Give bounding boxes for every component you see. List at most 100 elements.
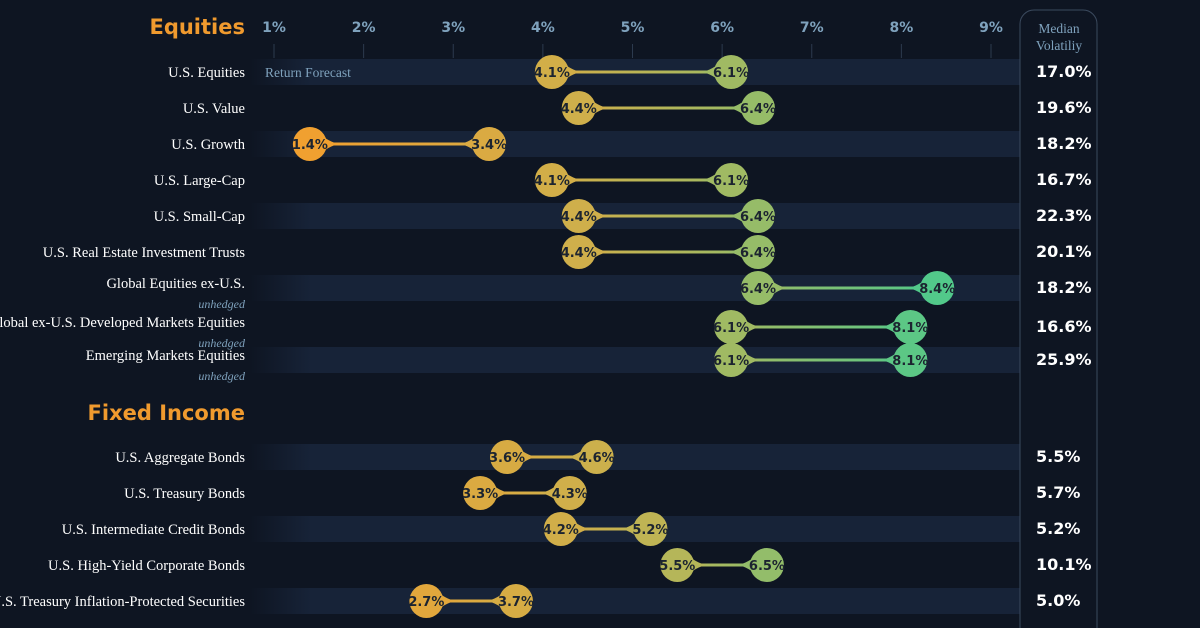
- range-dot: [740, 271, 775, 305]
- x-tick-label: 1%: [262, 20, 286, 36]
- row-band: [250, 588, 1020, 614]
- dot-value-label: 5.5%: [659, 559, 695, 574]
- range-dot: [409, 584, 444, 618]
- dot-value-label: 4.4%: [561, 102, 597, 117]
- x-tick-label: 8%: [889, 20, 913, 36]
- x-tick-label: 3%: [441, 20, 465, 36]
- dot-value-label: 6.4%: [740, 210, 776, 225]
- dot-value-label: 4.4%: [561, 210, 597, 225]
- section-title-fixed-income: Fixed Income: [88, 401, 245, 425]
- x-tick-label: 7%: [800, 20, 824, 36]
- dot-value-label: 6.1%: [713, 66, 749, 81]
- dot-value-label: 8.4%: [919, 282, 955, 297]
- row-label: U.S. Treasury Inflation-Protected Securi…: [0, 594, 245, 610]
- dot-value-label: 6.1%: [713, 321, 749, 336]
- row-label: U.S. Intermediate Credit Bonds: [62, 522, 246, 538]
- dot-value-label: 6.4%: [740, 246, 776, 261]
- range-dot: [740, 199, 775, 233]
- row-sublabel: unhedged: [198, 369, 246, 383]
- volatility-value: 16.7%: [1036, 170, 1092, 189]
- dot-value-label: 8.1%: [892, 321, 928, 336]
- dot-value-label: 4.1%: [534, 66, 570, 81]
- row-label: Global Equities ex-U.S.: [106, 276, 245, 292]
- range-dot: [893, 343, 928, 377]
- range-dot: [490, 440, 525, 474]
- volatility-value: 5.7%: [1036, 483, 1080, 502]
- row-label: U.S. Real Estate Investment Trusts: [43, 245, 246, 261]
- x-tick-label: 5%: [621, 20, 645, 36]
- range-dot: [561, 235, 596, 269]
- range-dot: [633, 512, 668, 546]
- dot-value-label: 4.6%: [579, 451, 615, 466]
- row-label: Emerging Markets Equities: [86, 348, 246, 364]
- dot-value-label: 1.4%: [292, 138, 328, 153]
- x-tick-label: 9%: [979, 20, 1003, 36]
- row-label: U.S. Growth: [171, 137, 245, 153]
- volatility-value: 16.6%: [1036, 317, 1092, 336]
- range-dot: [920, 271, 955, 305]
- dot-value-label: 6.1%: [713, 174, 749, 189]
- dot-value-label: 4.4%: [561, 246, 597, 261]
- row-sublabel: unhedged: [198, 336, 246, 350]
- row-label: U.S. Small-Cap: [154, 209, 245, 225]
- range-dot: [740, 91, 775, 125]
- volatility-value: 10.1%: [1036, 555, 1092, 574]
- dot-value-label: 3.3%: [462, 487, 498, 502]
- range-dot: [534, 163, 569, 197]
- dot-value-label: 6.1%: [713, 354, 749, 369]
- volatility-value: 5.2%: [1036, 519, 1080, 538]
- dot-value-label: 3.4%: [471, 138, 507, 153]
- row-label: Global ex-U.S. Developed Markets Equitie…: [0, 315, 245, 331]
- section-title-equities: Equities: [149, 15, 245, 39]
- range-dot: [579, 440, 614, 474]
- volatility-value: 18.2%: [1036, 134, 1092, 153]
- volatility-header-line2: Volatiliy: [1036, 38, 1083, 53]
- row-sublabel: unhedged: [198, 297, 246, 311]
- volatility-value: 20.1%: [1036, 242, 1092, 261]
- range-dot: [740, 235, 775, 269]
- row-label: U.S. High-Yield Corporate Bonds: [48, 558, 245, 574]
- range-dot: [714, 55, 749, 89]
- dot-value-label: 5.2%: [632, 523, 668, 538]
- range-dot: [534, 55, 569, 89]
- volatility-header-line1: Median: [1038, 21, 1079, 36]
- dot-value-label: 6.4%: [740, 282, 776, 297]
- range-dot: [561, 199, 596, 233]
- dot-value-label: 6.4%: [740, 102, 776, 117]
- row-label: U.S. Equities: [168, 65, 245, 81]
- range-dot: [552, 476, 587, 510]
- range-dot: [472, 127, 507, 161]
- range-dot: [660, 548, 695, 582]
- volatility-value: 22.3%: [1036, 206, 1092, 225]
- range-dot: [543, 512, 578, 546]
- row-label: U.S. Value: [183, 101, 245, 117]
- range-dot: [561, 91, 596, 125]
- x-tick-label: 6%: [710, 20, 734, 36]
- return-forecast-label: Return Forecast: [265, 65, 351, 80]
- row-band: [250, 444, 1020, 470]
- dot-value-label: 2.7%: [408, 595, 444, 610]
- dot-value-label: 8.1%: [892, 354, 928, 369]
- range-dot: [292, 127, 327, 161]
- dot-value-label: 6.5%: [749, 559, 785, 574]
- range-dot: [749, 548, 784, 582]
- volatility-value: 5.5%: [1036, 447, 1080, 466]
- dot-value-label: 3.6%: [489, 451, 525, 466]
- volatility-value: 25.9%: [1036, 350, 1092, 369]
- x-tick-label: 4%: [531, 20, 555, 36]
- volatility-value: 18.2%: [1036, 278, 1092, 297]
- dot-value-label: 4.2%: [543, 523, 579, 538]
- range-dot: [463, 476, 498, 510]
- row-label: U.S. Treasury Bonds: [124, 486, 245, 502]
- volatility-panel: [1019, 9, 1098, 628]
- dot-value-label: 3.7%: [498, 595, 534, 610]
- volatility-value: 19.6%: [1036, 98, 1092, 117]
- row-label: U.S. Large-Cap: [154, 173, 245, 189]
- volatility-value: 5.0%: [1036, 591, 1080, 610]
- dot-value-label: 4.3%: [552, 487, 588, 502]
- x-tick-label: 2%: [352, 20, 376, 36]
- range-dot: [714, 310, 749, 344]
- row-label: U.S. Aggregate Bonds: [115, 450, 245, 466]
- range-dot: [893, 310, 928, 344]
